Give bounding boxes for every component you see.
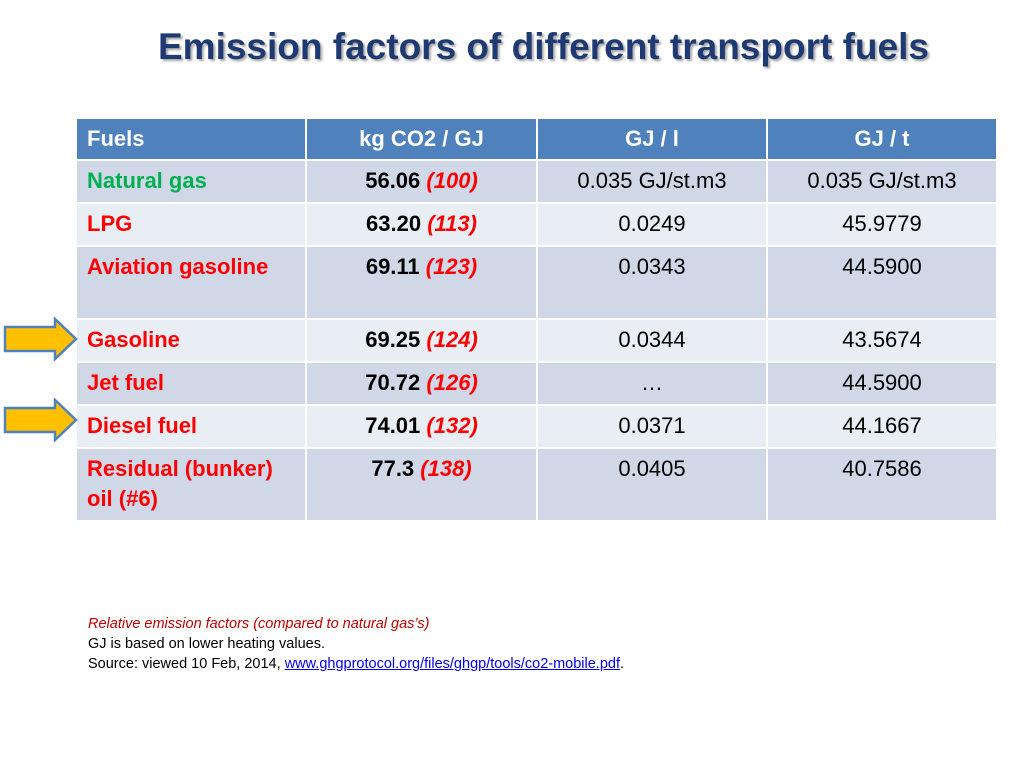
relative-factors-note: Relative emission factors (compared to n… xyxy=(88,616,430,632)
table-row: Gasoline 69.25 (124) 0.0344 43.5674 xyxy=(77,320,998,363)
source-link[interactable]: www.ghgprotocol.org/files/ghgp/tools/co2… xyxy=(284,656,620,672)
footnotes: Relative emission factors (compared to n… xyxy=(88,614,624,674)
table-row: Residual (bunker) oil (#6) 77.3 (138) 0.… xyxy=(77,449,998,522)
relative-factor: (123) xyxy=(425,254,478,279)
factor-value: 74.01 xyxy=(365,413,421,438)
gj-per-l-value: 0.0343 xyxy=(538,247,768,320)
heating-values-note: GJ is based on lower heating values. xyxy=(88,636,325,652)
relative-factor: (132) xyxy=(426,413,478,438)
factor-value: 69.25 xyxy=(365,327,421,352)
gj-per-l-value: 0.0405 xyxy=(538,449,768,522)
emission-factor: 63.20 (113) xyxy=(307,204,538,247)
arrow-right-icon xyxy=(3,398,78,442)
fuel-name: LPG xyxy=(77,204,307,247)
fuel-name: Gasoline xyxy=(77,320,307,363)
gj-per-l-value: 0.0344 xyxy=(538,320,768,363)
factor-value: 70.72 xyxy=(365,370,421,395)
relative-factor: (113) xyxy=(427,211,477,236)
emission-factor: 77.3 (138) xyxy=(307,449,538,522)
fuel-name: Diesel fuel xyxy=(77,406,307,449)
source-note: Source: viewed 10 Feb, 2014, www.ghgprot… xyxy=(88,654,624,674)
gj-per-l-value: … xyxy=(538,363,768,406)
source-prefix: Source: viewed 10 Feb, 2014, xyxy=(88,656,285,672)
emission-factor: 70.72 (126) xyxy=(307,363,538,406)
gj-per-t-value: 0.035 GJ/st.m3 xyxy=(768,161,998,204)
table-row: LPG 63.20 (113) 0.0249 45.9779 xyxy=(77,204,998,247)
gj-per-l-value: 0.0249 xyxy=(538,204,768,247)
gj-per-t-value: 45.9779 xyxy=(768,204,998,247)
table-row: Natural gas 56.06 (100) 0.035 GJ/st.m3 0… xyxy=(77,161,998,204)
gj-per-t-value: 43.5674 xyxy=(768,320,998,363)
factor-value: 63.20 xyxy=(366,211,422,236)
header-kg-co2-per-gj: kg CO2 / GJ xyxy=(307,119,538,161)
header-fuels: Fuels xyxy=(77,119,307,161)
relative-factor: (126) xyxy=(426,370,478,395)
fuel-name: Jet fuel xyxy=(77,363,307,406)
table-header-row: Fuels kg CO2 / GJ GJ / l GJ / t xyxy=(77,119,998,161)
gj-per-t-value: 44.1667 xyxy=(768,406,998,449)
source-suffix: . xyxy=(620,656,625,672)
arrow-right-icon xyxy=(3,317,78,361)
fuel-name: Aviation gasoline xyxy=(77,247,307,320)
table-row: Diesel fuel 74.01 (132) 0.0371 44.1667 xyxy=(77,406,998,449)
relative-factor: (138) xyxy=(420,456,472,481)
factor-value: 69.11 xyxy=(365,254,420,279)
fuel-name: Natural gas xyxy=(77,161,307,204)
gj-per-t-value: 44.5900 xyxy=(768,363,998,406)
relative-factor: (124) xyxy=(426,327,478,352)
emission-factor: 69.25 (124) xyxy=(307,320,538,363)
gj-per-l-value: 0.0371 xyxy=(538,406,768,449)
relative-factor: (100) xyxy=(426,168,478,193)
gj-per-t-value: 40.7586 xyxy=(768,449,998,522)
gj-per-l-value: 0.035 GJ/st.m3 xyxy=(538,161,768,204)
factor-value: 56.06 xyxy=(365,168,421,193)
emission-factor: 69.11 (123) xyxy=(307,247,538,320)
table-row: Jet fuel 70.72 (126) … 44.5900 xyxy=(77,363,998,406)
table-row: Aviation gasoline 69.11 (123) 0.0343 44.… xyxy=(77,247,998,320)
header-gj-per-t: GJ / t xyxy=(768,119,998,161)
emission-factors-table: Fuels kg CO2 / GJ GJ / l GJ / t Natural … xyxy=(77,119,998,522)
gj-per-t-value: 44.5900 xyxy=(768,247,998,320)
emission-factor: 56.06 (100) xyxy=(307,161,538,204)
header-gj-per-l: GJ / l xyxy=(538,119,768,161)
fuel-name: Residual (bunker) oil (#6) xyxy=(77,449,307,522)
factor-value: 77.3 xyxy=(371,456,415,481)
page-title: Emission factors of different transport … xyxy=(158,26,929,67)
emission-factor: 74.01 (132) xyxy=(307,406,538,449)
